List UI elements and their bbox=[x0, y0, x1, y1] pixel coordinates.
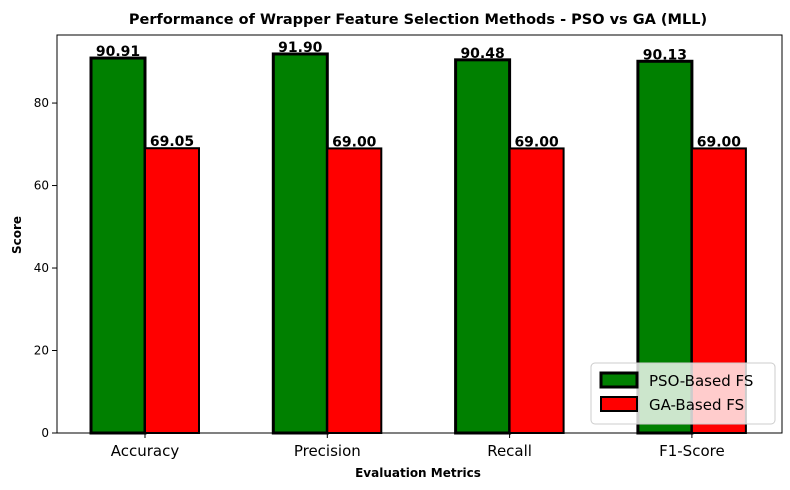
data-label-pso-f1-score: 90.13 bbox=[643, 47, 687, 63]
legend-label-pso: PSO-Based FS bbox=[649, 372, 753, 390]
y-tick-label: 80 bbox=[34, 96, 49, 110]
y-tick-label: 40 bbox=[34, 261, 49, 275]
legend-swatch-ga bbox=[600, 396, 638, 412]
data-label-pso-accuracy: 90.91 bbox=[96, 44, 140, 60]
data-label-ga-recall: 69.00 bbox=[514, 134, 559, 150]
data-label-ga-f1-score: 69.00 bbox=[697, 134, 742, 150]
bar-ga-precision bbox=[326, 147, 383, 435]
legend: PSO-Based FS GA-Based FS bbox=[590, 362, 776, 425]
x-tick-label: F1-Score bbox=[659, 442, 725, 460]
bar-ga-recall bbox=[508, 147, 565, 435]
data-label-ga-precision: 69.00 bbox=[332, 134, 377, 150]
bar-pso-precision bbox=[271, 52, 329, 435]
data-label-pso-recall: 90.48 bbox=[460, 46, 504, 62]
bar-pso-recall bbox=[454, 58, 512, 435]
y-tick-label: 20 bbox=[34, 344, 49, 358]
plot-frame bbox=[56, 34, 783, 434]
x-tick-label: Accuracy bbox=[111, 442, 180, 460]
x-tick-label: Recall bbox=[487, 442, 532, 460]
bar-pso-accuracy bbox=[89, 56, 147, 435]
y-axis-label: Score bbox=[10, 216, 24, 254]
data-label-pso-precision: 91.90 bbox=[278, 40, 323, 56]
y-tick-label: 0 bbox=[41, 426, 49, 440]
y-tick-label: 60 bbox=[34, 179, 49, 193]
legend-swatch-pso bbox=[599, 371, 639, 389]
chart-title: Performance of Wrapper Feature Selection… bbox=[129, 12, 707, 28]
x-axis-label: Evaluation Metrics bbox=[355, 466, 481, 480]
legend-label-ga: GA-Based FS bbox=[649, 396, 744, 414]
x-tick-label: Precision bbox=[294, 442, 361, 460]
data-label-ga-accuracy: 69.05 bbox=[150, 134, 194, 150]
bar-ga-accuracy bbox=[144, 147, 200, 434]
